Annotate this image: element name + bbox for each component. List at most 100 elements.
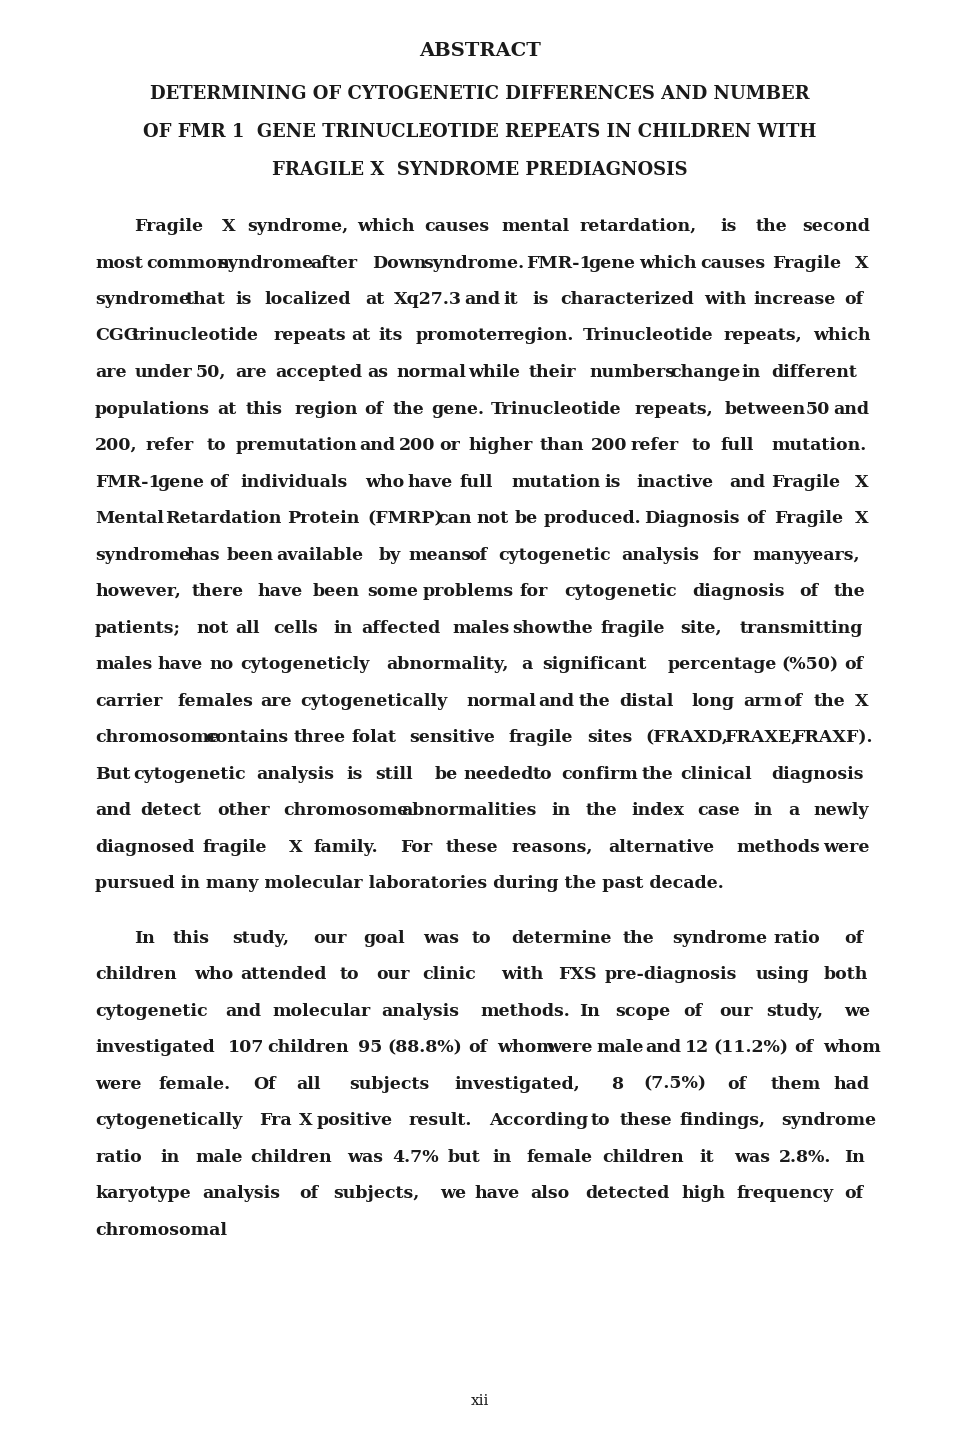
- Text: had: had: [833, 1076, 870, 1093]
- Text: cytogenetic: cytogenetic: [95, 1002, 207, 1020]
- Text: increase: increase: [753, 292, 835, 307]
- Text: in: in: [333, 619, 352, 636]
- Text: common: common: [146, 254, 229, 271]
- Text: full: full: [721, 437, 755, 454]
- Text: gene: gene: [157, 474, 204, 491]
- Text: X: X: [854, 254, 868, 271]
- Text: of: of: [844, 292, 863, 307]
- Text: this: this: [246, 401, 282, 418]
- Text: for: for: [519, 583, 548, 600]
- Text: repeats,: repeats,: [635, 401, 713, 418]
- Text: causes: causes: [701, 254, 765, 271]
- Text: syndrome: syndrome: [95, 292, 190, 307]
- Text: available: available: [276, 547, 364, 563]
- Text: ratio: ratio: [774, 929, 821, 946]
- Text: folat: folat: [351, 729, 396, 745]
- Text: and: and: [95, 801, 131, 819]
- Text: retardation,: retardation,: [580, 218, 697, 236]
- Text: this: this: [173, 929, 210, 946]
- Text: Trinucleotide: Trinucleotide: [583, 327, 713, 345]
- Text: some: some: [368, 583, 419, 600]
- Text: normal: normal: [396, 363, 467, 381]
- Text: FMR-1: FMR-1: [95, 474, 160, 491]
- Text: and: and: [226, 1002, 261, 1020]
- Text: of: of: [844, 929, 863, 946]
- Text: methods.: methods.: [480, 1002, 570, 1020]
- Text: the: the: [756, 218, 788, 236]
- Text: findings,: findings,: [680, 1111, 766, 1129]
- Text: site,: site,: [681, 619, 722, 636]
- Text: investigated,: investigated,: [454, 1076, 580, 1093]
- Text: for: for: [712, 547, 741, 563]
- Text: in: in: [551, 801, 570, 819]
- Text: syndrome: syndrome: [672, 929, 768, 946]
- Text: which: which: [813, 327, 871, 345]
- Text: these: these: [445, 839, 498, 856]
- Text: Retardation: Retardation: [165, 510, 281, 527]
- Text: our: our: [313, 929, 347, 946]
- Text: X: X: [222, 218, 236, 236]
- Text: determine: determine: [511, 929, 612, 946]
- Text: a: a: [788, 801, 800, 819]
- Text: needed: needed: [463, 765, 533, 783]
- Text: cytogenetic: cytogenetic: [564, 583, 677, 600]
- Text: our: our: [376, 966, 409, 984]
- Text: diagnosis: diagnosis: [771, 765, 864, 783]
- Text: be: be: [435, 765, 458, 783]
- Text: to: to: [340, 966, 359, 984]
- Text: but: but: [447, 1149, 480, 1166]
- Text: (7.5%): (7.5%): [643, 1076, 707, 1093]
- Text: significant: significant: [542, 656, 647, 673]
- Text: children: children: [603, 1149, 684, 1166]
- Text: under: under: [134, 363, 193, 381]
- Text: accepted: accepted: [276, 363, 362, 381]
- Text: at: at: [366, 292, 385, 307]
- Text: premutation: premutation: [236, 437, 357, 454]
- Text: 12: 12: [684, 1040, 709, 1055]
- Text: been: been: [312, 583, 359, 600]
- Text: are: are: [95, 363, 127, 381]
- Text: female.: female.: [158, 1076, 230, 1093]
- Text: male: male: [596, 1040, 643, 1055]
- Text: many: many: [753, 547, 804, 563]
- Text: (88.8%): (88.8%): [387, 1040, 462, 1055]
- Text: change: change: [671, 363, 741, 381]
- Text: and: and: [730, 474, 766, 491]
- Text: result.: result.: [408, 1111, 471, 1129]
- Text: in: in: [754, 801, 773, 819]
- Text: however,: however,: [95, 583, 180, 600]
- Text: of: of: [468, 547, 488, 563]
- Text: distal: distal: [620, 692, 674, 709]
- Text: to: to: [533, 765, 553, 783]
- Text: than: than: [540, 437, 585, 454]
- Text: ratio: ratio: [95, 1149, 142, 1166]
- Text: of: of: [209, 474, 228, 491]
- Text: our: our: [719, 1002, 753, 1020]
- Text: frequency: frequency: [737, 1185, 834, 1202]
- Text: CGG: CGG: [95, 327, 138, 345]
- Text: these: these: [620, 1111, 672, 1129]
- Text: are: are: [260, 692, 292, 709]
- Text: fragile: fragile: [509, 729, 573, 745]
- Text: fragile: fragile: [600, 619, 664, 636]
- Text: them: them: [770, 1076, 821, 1093]
- Text: (%50): (%50): [781, 656, 839, 673]
- Text: positive: positive: [317, 1111, 393, 1129]
- Text: cytogenetic: cytogenetic: [498, 547, 611, 563]
- Text: 200,: 200,: [95, 437, 137, 454]
- Text: of: of: [783, 692, 803, 709]
- Text: we: we: [441, 1185, 467, 1202]
- Text: and: and: [539, 692, 574, 709]
- Text: patients;: patients;: [95, 619, 181, 636]
- Text: all: all: [235, 619, 259, 636]
- Text: study,: study,: [766, 1002, 824, 1020]
- Text: arm: arm: [743, 692, 781, 709]
- Text: at: at: [351, 327, 371, 345]
- Text: pursued in many molecular laboratories during the past decade.: pursued in many molecular laboratories d…: [95, 875, 724, 892]
- Text: 200: 200: [399, 437, 436, 454]
- Text: in: in: [160, 1149, 180, 1166]
- Text: and: and: [646, 1040, 682, 1055]
- Text: which: which: [639, 254, 696, 271]
- Text: has: has: [187, 547, 221, 563]
- Text: is: is: [720, 218, 736, 236]
